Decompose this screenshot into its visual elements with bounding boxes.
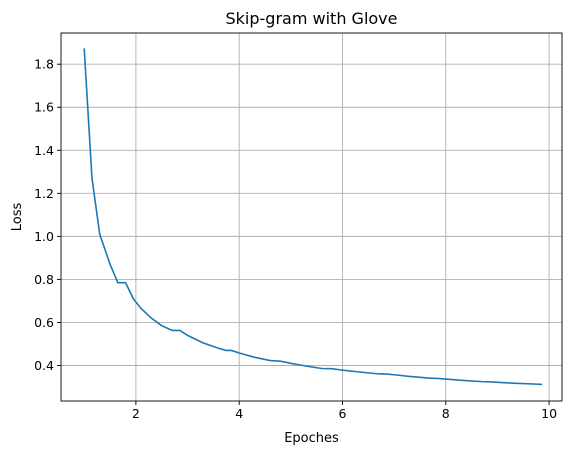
y-axis-label: Loss — [10, 203, 25, 232]
y-tick-label: 1.2 — [34, 186, 54, 201]
y-tick-label: 0.6 — [34, 315, 54, 330]
y-tick-label: 1.4 — [34, 143, 54, 158]
y-axis-ticks: 0.4 0.6 0.8 1.0 1.2 1.4 1.6 1.8 — [34, 57, 61, 373]
x-tick-label: 10 — [541, 406, 557, 421]
x-tick-label: 2 — [132, 406, 140, 421]
plot-area-background — [61, 33, 562, 401]
y-tick-label: 0.4 — [34, 358, 54, 373]
y-gridlines — [61, 63, 562, 366]
y-tick-label: 1.8 — [34, 57, 54, 72]
x-axis-ticks: 2 4 6 8 10 — [132, 401, 557, 421]
y-tick-label: 1.0 — [34, 229, 54, 244]
y-tick-label: 1.6 — [34, 100, 54, 115]
plot-frame — [60, 32, 563, 402]
x-axis-label: Epoches — [284, 431, 339, 446]
x-tick-label: 6 — [339, 406, 347, 421]
x-tick-label: 8 — [442, 406, 450, 421]
x-tick-label: 4 — [235, 406, 243, 421]
chart-title: Skip-gram with Glove — [226, 9, 398, 28]
x-gridlines — [135, 33, 550, 401]
y-tick-label: 0.8 — [34, 272, 54, 287]
loss-series-line — [83, 48, 543, 386]
